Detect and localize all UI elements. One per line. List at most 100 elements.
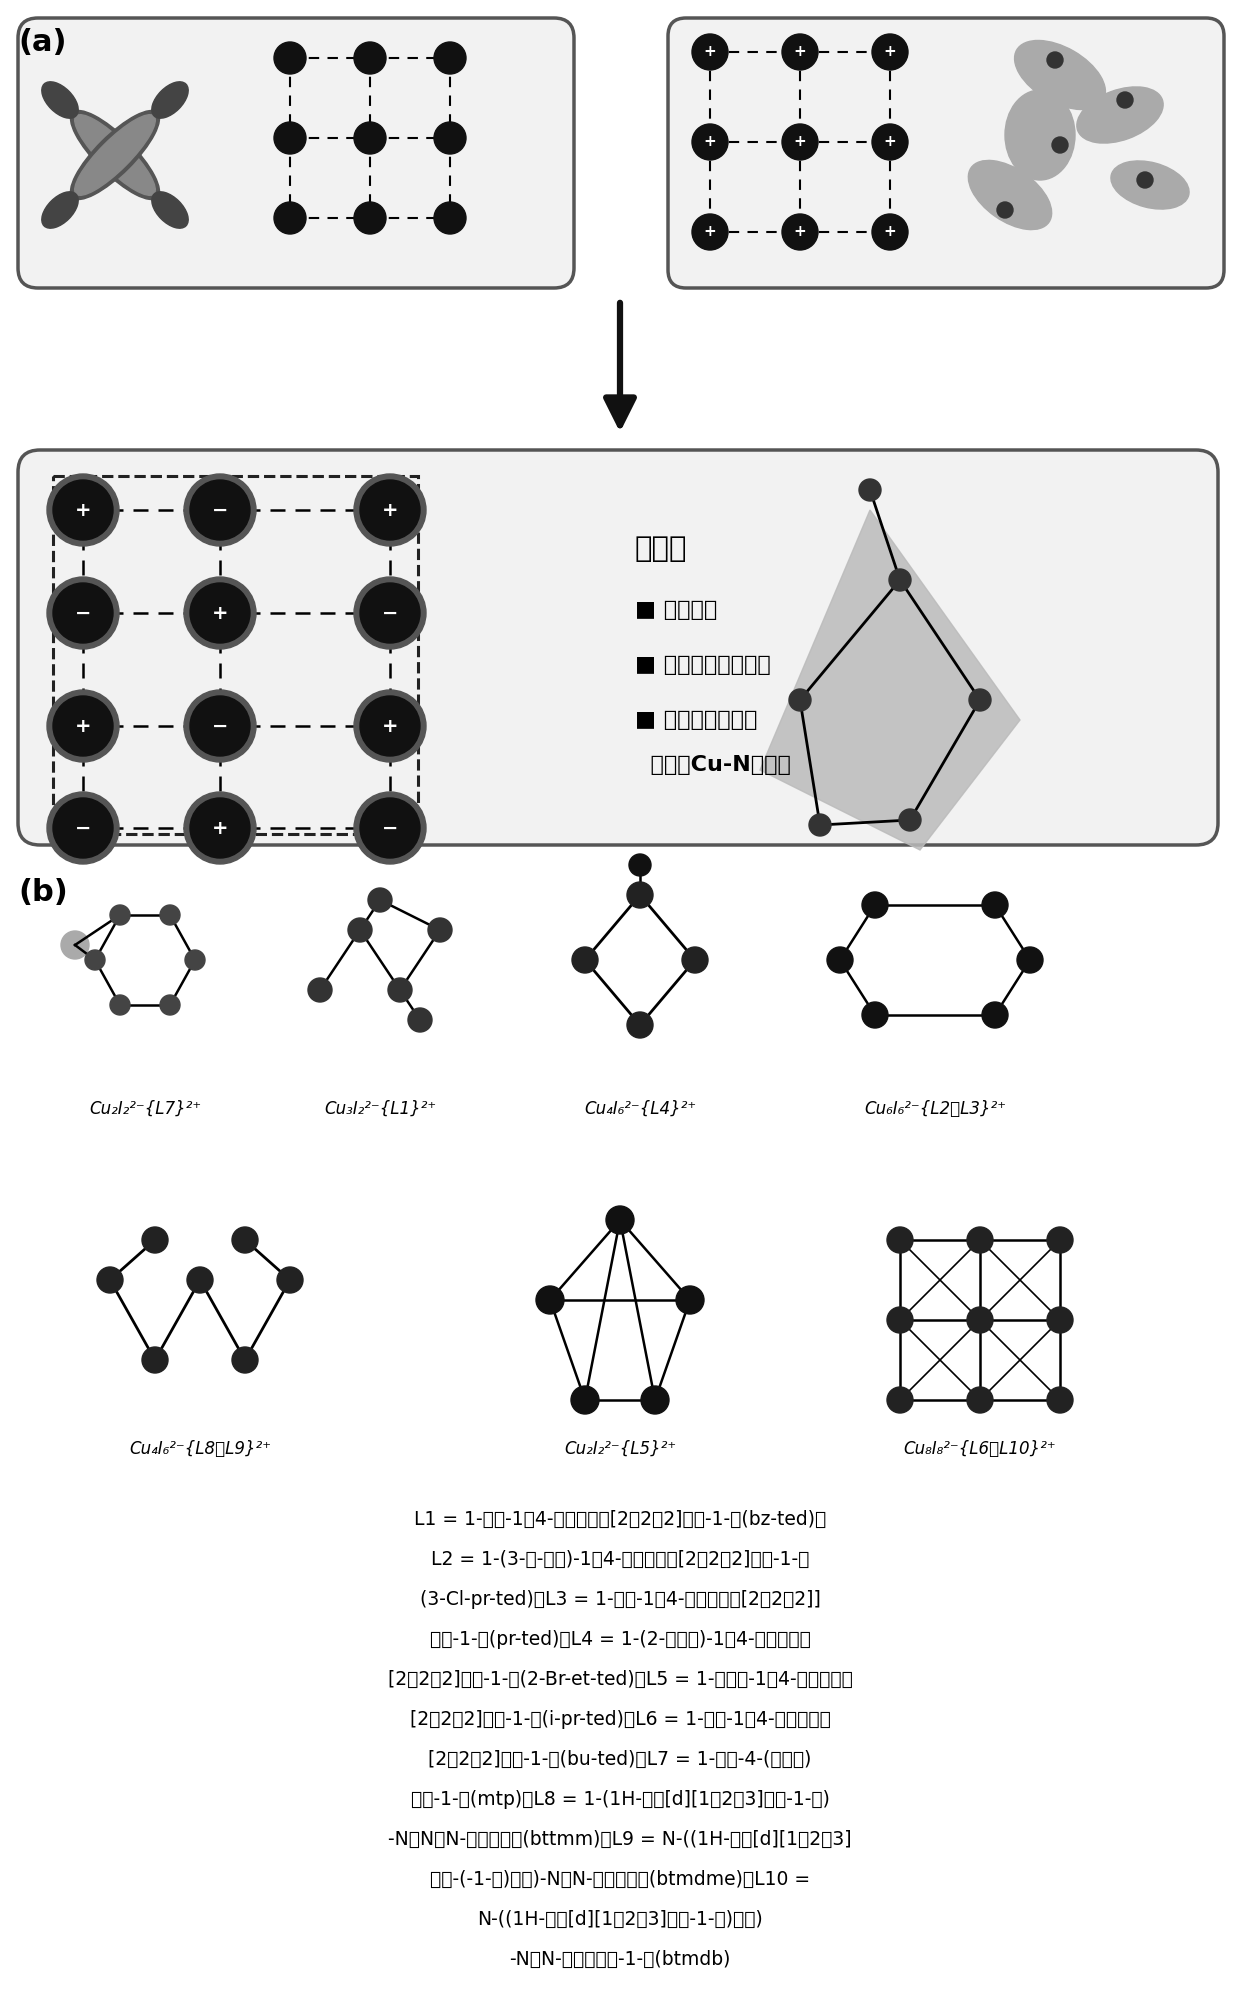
Text: Cu₄I₆²⁻{L8或L9}²⁺: Cu₄I₆²⁻{L8或L9}²⁺ (129, 1440, 272, 1458)
Circle shape (872, 213, 908, 249)
Text: -N，N-二丁基丁烷-1-餓(btmdb): -N，N-二丁基丁烷-1-餓(btmdb) (510, 1950, 730, 1968)
Circle shape (47, 792, 119, 863)
Circle shape (274, 42, 306, 74)
Text: 之间的Cu-N配位键: 之间的Cu-N配位键 (635, 756, 791, 776)
Text: L1 = 1-苯基-1，4-二氮杠双环[2．2．2]辛烷-1-餓(bz-ted)、: L1 = 1-苯基-1，4-二氮杠双环[2．2．2]辛烷-1-餓(bz-ted)… (414, 1509, 826, 1529)
Circle shape (184, 690, 255, 762)
Text: −: − (382, 818, 398, 837)
Circle shape (606, 1206, 634, 1234)
Circle shape (61, 931, 89, 959)
Circle shape (1117, 92, 1133, 108)
Circle shape (232, 1348, 258, 1374)
Circle shape (887, 1226, 913, 1252)
Circle shape (110, 995, 130, 1015)
Circle shape (692, 34, 728, 70)
Circle shape (97, 1266, 123, 1292)
Circle shape (353, 42, 386, 74)
Circle shape (160, 995, 180, 1015)
Text: 辛烷-1-餓(pr-ted)、L4 = 1-(2-渴乙基)-1，4-二氮杠双环: 辛烷-1-餓(pr-ted)、L4 = 1-(2-渴乙基)-1，4-二氮杠双环 (429, 1629, 811, 1649)
Circle shape (360, 798, 420, 857)
Ellipse shape (74, 116, 155, 195)
Ellipse shape (968, 160, 1052, 229)
Ellipse shape (71, 110, 160, 199)
Text: [2．2．2]辛烷-1-餓(bu-ted)、L7 = 1-甲基-4-(甲硫基): [2．2．2]辛烷-1-餓(bu-ted)、L7 = 1-甲基-4-(甲硫基) (428, 1751, 812, 1769)
Circle shape (353, 475, 427, 546)
Circle shape (184, 792, 255, 863)
Circle shape (889, 568, 911, 590)
Ellipse shape (151, 82, 188, 118)
Circle shape (185, 949, 205, 969)
Circle shape (232, 1226, 258, 1252)
Circle shape (190, 798, 250, 857)
Circle shape (808, 814, 831, 835)
Circle shape (982, 1003, 1008, 1029)
Circle shape (160, 905, 180, 925)
Text: [2．2．2]辛烷-1-餓(i-pr-ted)、L6 = 1-丁基-1，4-二氮杠双环: [2．2．2]辛烷-1-餓(i-pr-ted)、L6 = 1-丁基-1，4-二氮… (409, 1711, 831, 1729)
Circle shape (53, 798, 113, 857)
Circle shape (274, 122, 306, 154)
Circle shape (388, 977, 412, 1003)
Text: +: + (212, 818, 228, 837)
Circle shape (682, 947, 708, 973)
Text: −: − (382, 604, 398, 622)
Circle shape (572, 947, 598, 973)
Text: +: + (794, 134, 806, 150)
Text: (3-Cl-pr-ted)、L3 = 1-丙基-1，4-二氮杠双环[2．2．2]]: (3-Cl-pr-ted)、L3 = 1-丙基-1，4-二氮杠双环[2．2．2]… (419, 1589, 821, 1609)
Circle shape (53, 582, 113, 642)
Circle shape (348, 917, 372, 941)
Text: Cu₂I₂²⁻{L5}²⁺: Cu₂I₂²⁻{L5}²⁺ (564, 1440, 676, 1458)
Circle shape (360, 582, 420, 642)
Circle shape (968, 690, 991, 712)
Text: ■ 阳离子和阴离子对: ■ 阳离子和阴离子对 (635, 654, 771, 676)
Circle shape (277, 1266, 303, 1292)
Text: ■ 阳离子和阴离子: ■ 阳离子和阴离子 (635, 710, 758, 730)
Circle shape (967, 1306, 993, 1334)
Circle shape (190, 696, 250, 756)
Circle shape (143, 1226, 167, 1252)
Circle shape (1052, 138, 1068, 154)
Text: Cu₈I₈²⁻{L6或L10}²⁺: Cu₈I₈²⁻{L6或L10}²⁺ (904, 1440, 1056, 1458)
Circle shape (1017, 947, 1043, 973)
Text: +: + (382, 500, 398, 520)
Text: −: − (212, 500, 228, 520)
Text: 三唠-(-1-基)甲基)-N，N-二甲基乙餓(btmdme)、L10 =: 三唠-(-1-基)甲基)-N，N-二甲基乙餓(btmdme)、L10 = (430, 1870, 810, 1888)
Circle shape (789, 690, 811, 712)
Circle shape (353, 576, 427, 648)
Ellipse shape (74, 116, 155, 195)
Ellipse shape (1076, 88, 1163, 144)
Circle shape (536, 1286, 564, 1314)
Circle shape (967, 1226, 993, 1252)
Text: 呉呀-1-餓(mtp)、L8 = 1-(1H-苯并[d][1，2，3]三唠-1-基): 呉呀-1-餓(mtp)、L8 = 1-(1H-苯并[d][1，2，3]三唠-1-… (410, 1791, 830, 1809)
Circle shape (1047, 1306, 1073, 1334)
Circle shape (570, 1386, 599, 1414)
Circle shape (47, 576, 119, 648)
Circle shape (872, 124, 908, 160)
Text: ■ 分子晶体: ■ 分子晶体 (635, 600, 717, 620)
Circle shape (782, 34, 818, 70)
Circle shape (692, 213, 728, 249)
Circle shape (86, 949, 105, 969)
Circle shape (184, 475, 255, 546)
Circle shape (190, 481, 250, 540)
Circle shape (1047, 1226, 1073, 1252)
FancyBboxPatch shape (19, 451, 1218, 845)
Text: +: + (74, 500, 92, 520)
Circle shape (692, 124, 728, 160)
Circle shape (629, 853, 651, 875)
Circle shape (187, 1266, 213, 1292)
Text: +: + (884, 225, 897, 239)
Text: +: + (382, 716, 398, 736)
Text: −: − (74, 604, 92, 622)
Circle shape (434, 201, 466, 233)
Circle shape (967, 1388, 993, 1414)
Circle shape (887, 1306, 913, 1334)
Circle shape (862, 891, 888, 917)
Circle shape (1137, 171, 1153, 187)
Polygon shape (760, 510, 1021, 849)
Circle shape (1047, 52, 1063, 68)
Ellipse shape (1014, 40, 1105, 110)
Circle shape (434, 42, 466, 74)
Text: +: + (794, 225, 806, 239)
Circle shape (353, 201, 386, 233)
Circle shape (360, 696, 420, 756)
